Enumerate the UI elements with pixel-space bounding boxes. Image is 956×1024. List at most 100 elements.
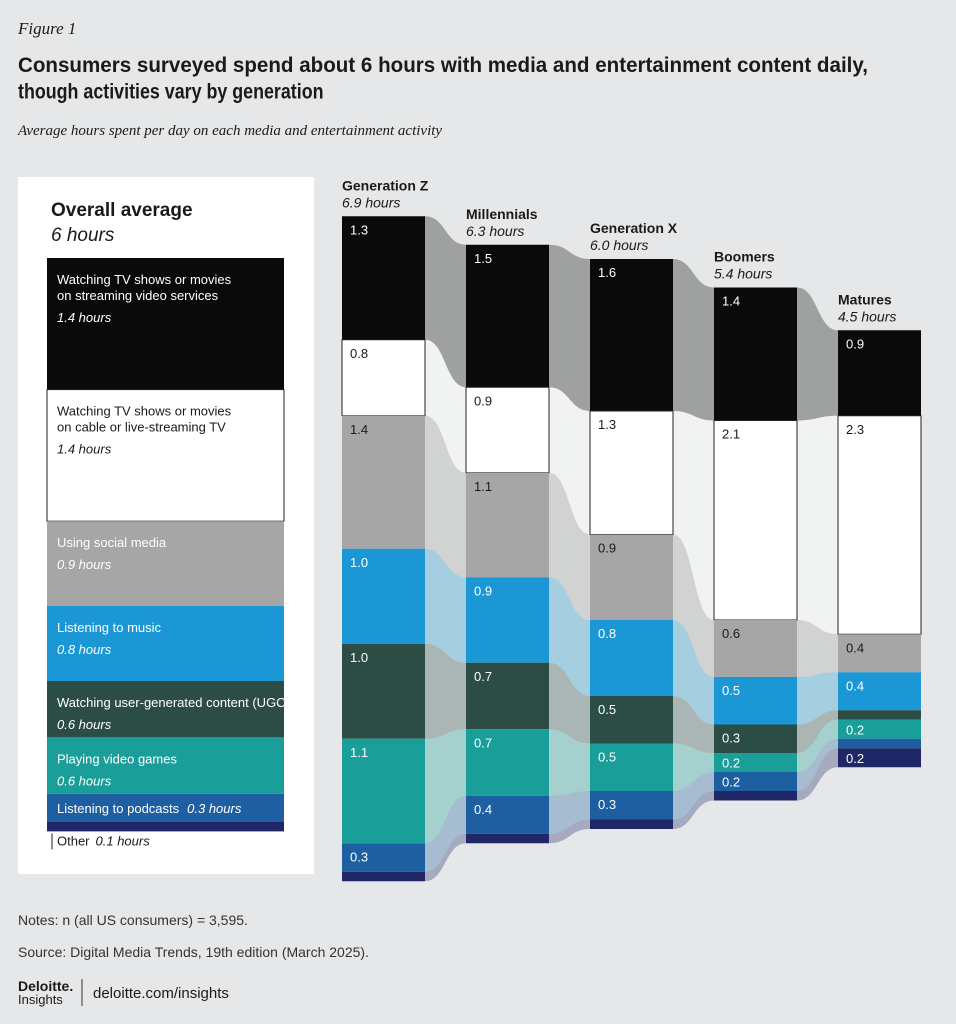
bar-segment: [466, 472, 549, 578]
value-label: 0.3: [722, 731, 740, 746]
figure-label: Figure 1: [17, 19, 76, 38]
flow: [549, 662, 590, 744]
text-line: Watching TV shows or movies: [57, 272, 232, 287]
flow: [425, 643, 466, 739]
bar-segment: [466, 244, 549, 388]
bar-segment: [341, 339, 426, 417]
flow: [797, 738, 838, 791]
bar-segment: [837, 415, 922, 635]
value-label: 1.0: [350, 555, 368, 570]
bar-segment: [714, 772, 797, 791]
overall-segment: [47, 822, 284, 832]
value-label: 0.2: [722, 775, 740, 790]
bar-segment: [590, 791, 673, 820]
overall-value-label: 1.4 hours: [57, 310, 112, 325]
value-label: 0.8: [350, 346, 368, 361]
value-label: 0.9: [846, 336, 864, 351]
value-label: 0.5: [722, 683, 740, 698]
bar-segment: [714, 620, 797, 677]
flow: [673, 259, 714, 421]
flow: [549, 387, 590, 535]
overall-label: Watching TV shows or movies on cable or l…: [57, 404, 232, 435]
flow: [797, 748, 838, 801]
flow: [797, 287, 838, 421]
value-label: 0.9: [474, 393, 492, 408]
bar-segment: [714, 287, 797, 421]
flow: [797, 415, 838, 635]
category-total: 6.3 hours: [466, 223, 524, 239]
flow: [673, 411, 714, 620]
overall-value-label: 1.4 hours: [57, 442, 112, 457]
bar-segment: [342, 871, 425, 882]
category-total: 5.4 hours: [714, 266, 772, 282]
category-label: Millennials: [466, 206, 538, 222]
value-label: 0.2: [846, 751, 864, 766]
flow: [425, 548, 466, 663]
bar-segment: [714, 677, 797, 725]
bar-segment: [838, 738, 921, 749]
overall-segment: [46, 389, 285, 522]
bar-segment: [590, 620, 673, 696]
category-total: 4.5 hours: [838, 308, 896, 324]
chart-title: Consumers surveyed spend about 6 hours w…: [18, 54, 868, 103]
bar-segment: [590, 743, 673, 791]
value-label: 0.4: [846, 640, 864, 655]
value-label: 1.6: [598, 265, 616, 280]
overall-segment: [47, 521, 284, 606]
flow: [797, 719, 838, 772]
bar-segment: [466, 833, 549, 844]
flow: [425, 795, 466, 872]
brand-sub: Insights: [18, 992, 63, 1007]
overall-total: 6 hours: [51, 225, 115, 246]
bar-segment: [589, 410, 674, 535]
text-line: Consumers surveyed spend about 6 hours w…: [18, 54, 868, 77]
value-label: 1.4: [722, 294, 740, 309]
bar-segment: [590, 534, 673, 620]
overall-title: Overall average: [51, 200, 193, 221]
bar-segment: [713, 420, 798, 621]
overall-label: Other: [57, 833, 90, 848]
text-line: on streaming video services: [57, 288, 219, 303]
value-label: 1.0: [350, 650, 368, 665]
flow: [425, 833, 466, 882]
text-line: on cable or live-streaming TV: [57, 420, 226, 435]
overall-value-label: 0.6 hours: [57, 717, 112, 732]
flow: [425, 216, 466, 388]
bar-segment: [714, 753, 797, 772]
bar-segment: [590, 819, 673, 829]
overall-label: Watching TV shows or movies on streaming …: [57, 272, 232, 303]
category-total: 6.0 hours: [590, 237, 648, 253]
value-label: 0.5: [598, 750, 616, 765]
flow: [549, 244, 590, 411]
value-label: 0.8: [598, 626, 616, 641]
overall-value-label: 0.8 hours: [57, 642, 112, 657]
bar-segment: [342, 738, 425, 844]
value-label: 1.3: [598, 417, 616, 432]
notes: Notes: n (all US consumers) = 3,595.: [18, 912, 248, 928]
value-label: 0.4: [846, 678, 864, 693]
overall-label: Listening to podcasts: [57, 801, 180, 816]
value-label: 0.3: [598, 797, 616, 812]
overall-segment: [47, 681, 284, 738]
value-label: 1.1: [350, 745, 368, 760]
overall-value-label: 0.9 hours: [57, 557, 112, 572]
bar-segment: [466, 795, 549, 834]
bar-segment: [342, 548, 425, 644]
overall-label: Using social media: [57, 535, 167, 550]
overall-label: Listening to music: [57, 620, 162, 635]
bar-segment: [838, 710, 921, 720]
bar-segment: [466, 729, 549, 796]
overall-value-label: 0.6 hours: [57, 773, 112, 788]
overall-segment: [47, 258, 284, 390]
flow: [549, 729, 590, 796]
flow: [673, 696, 714, 753]
value-label: 2.3: [846, 422, 864, 437]
bar-segment: [838, 748, 921, 768]
value-label: 0.7: [474, 735, 492, 750]
bar-segment: [590, 259, 673, 411]
bar-segment: [342, 216, 425, 340]
flow: [425, 415, 466, 578]
flows: [425, 216, 838, 882]
overall-segment: [47, 793, 284, 822]
